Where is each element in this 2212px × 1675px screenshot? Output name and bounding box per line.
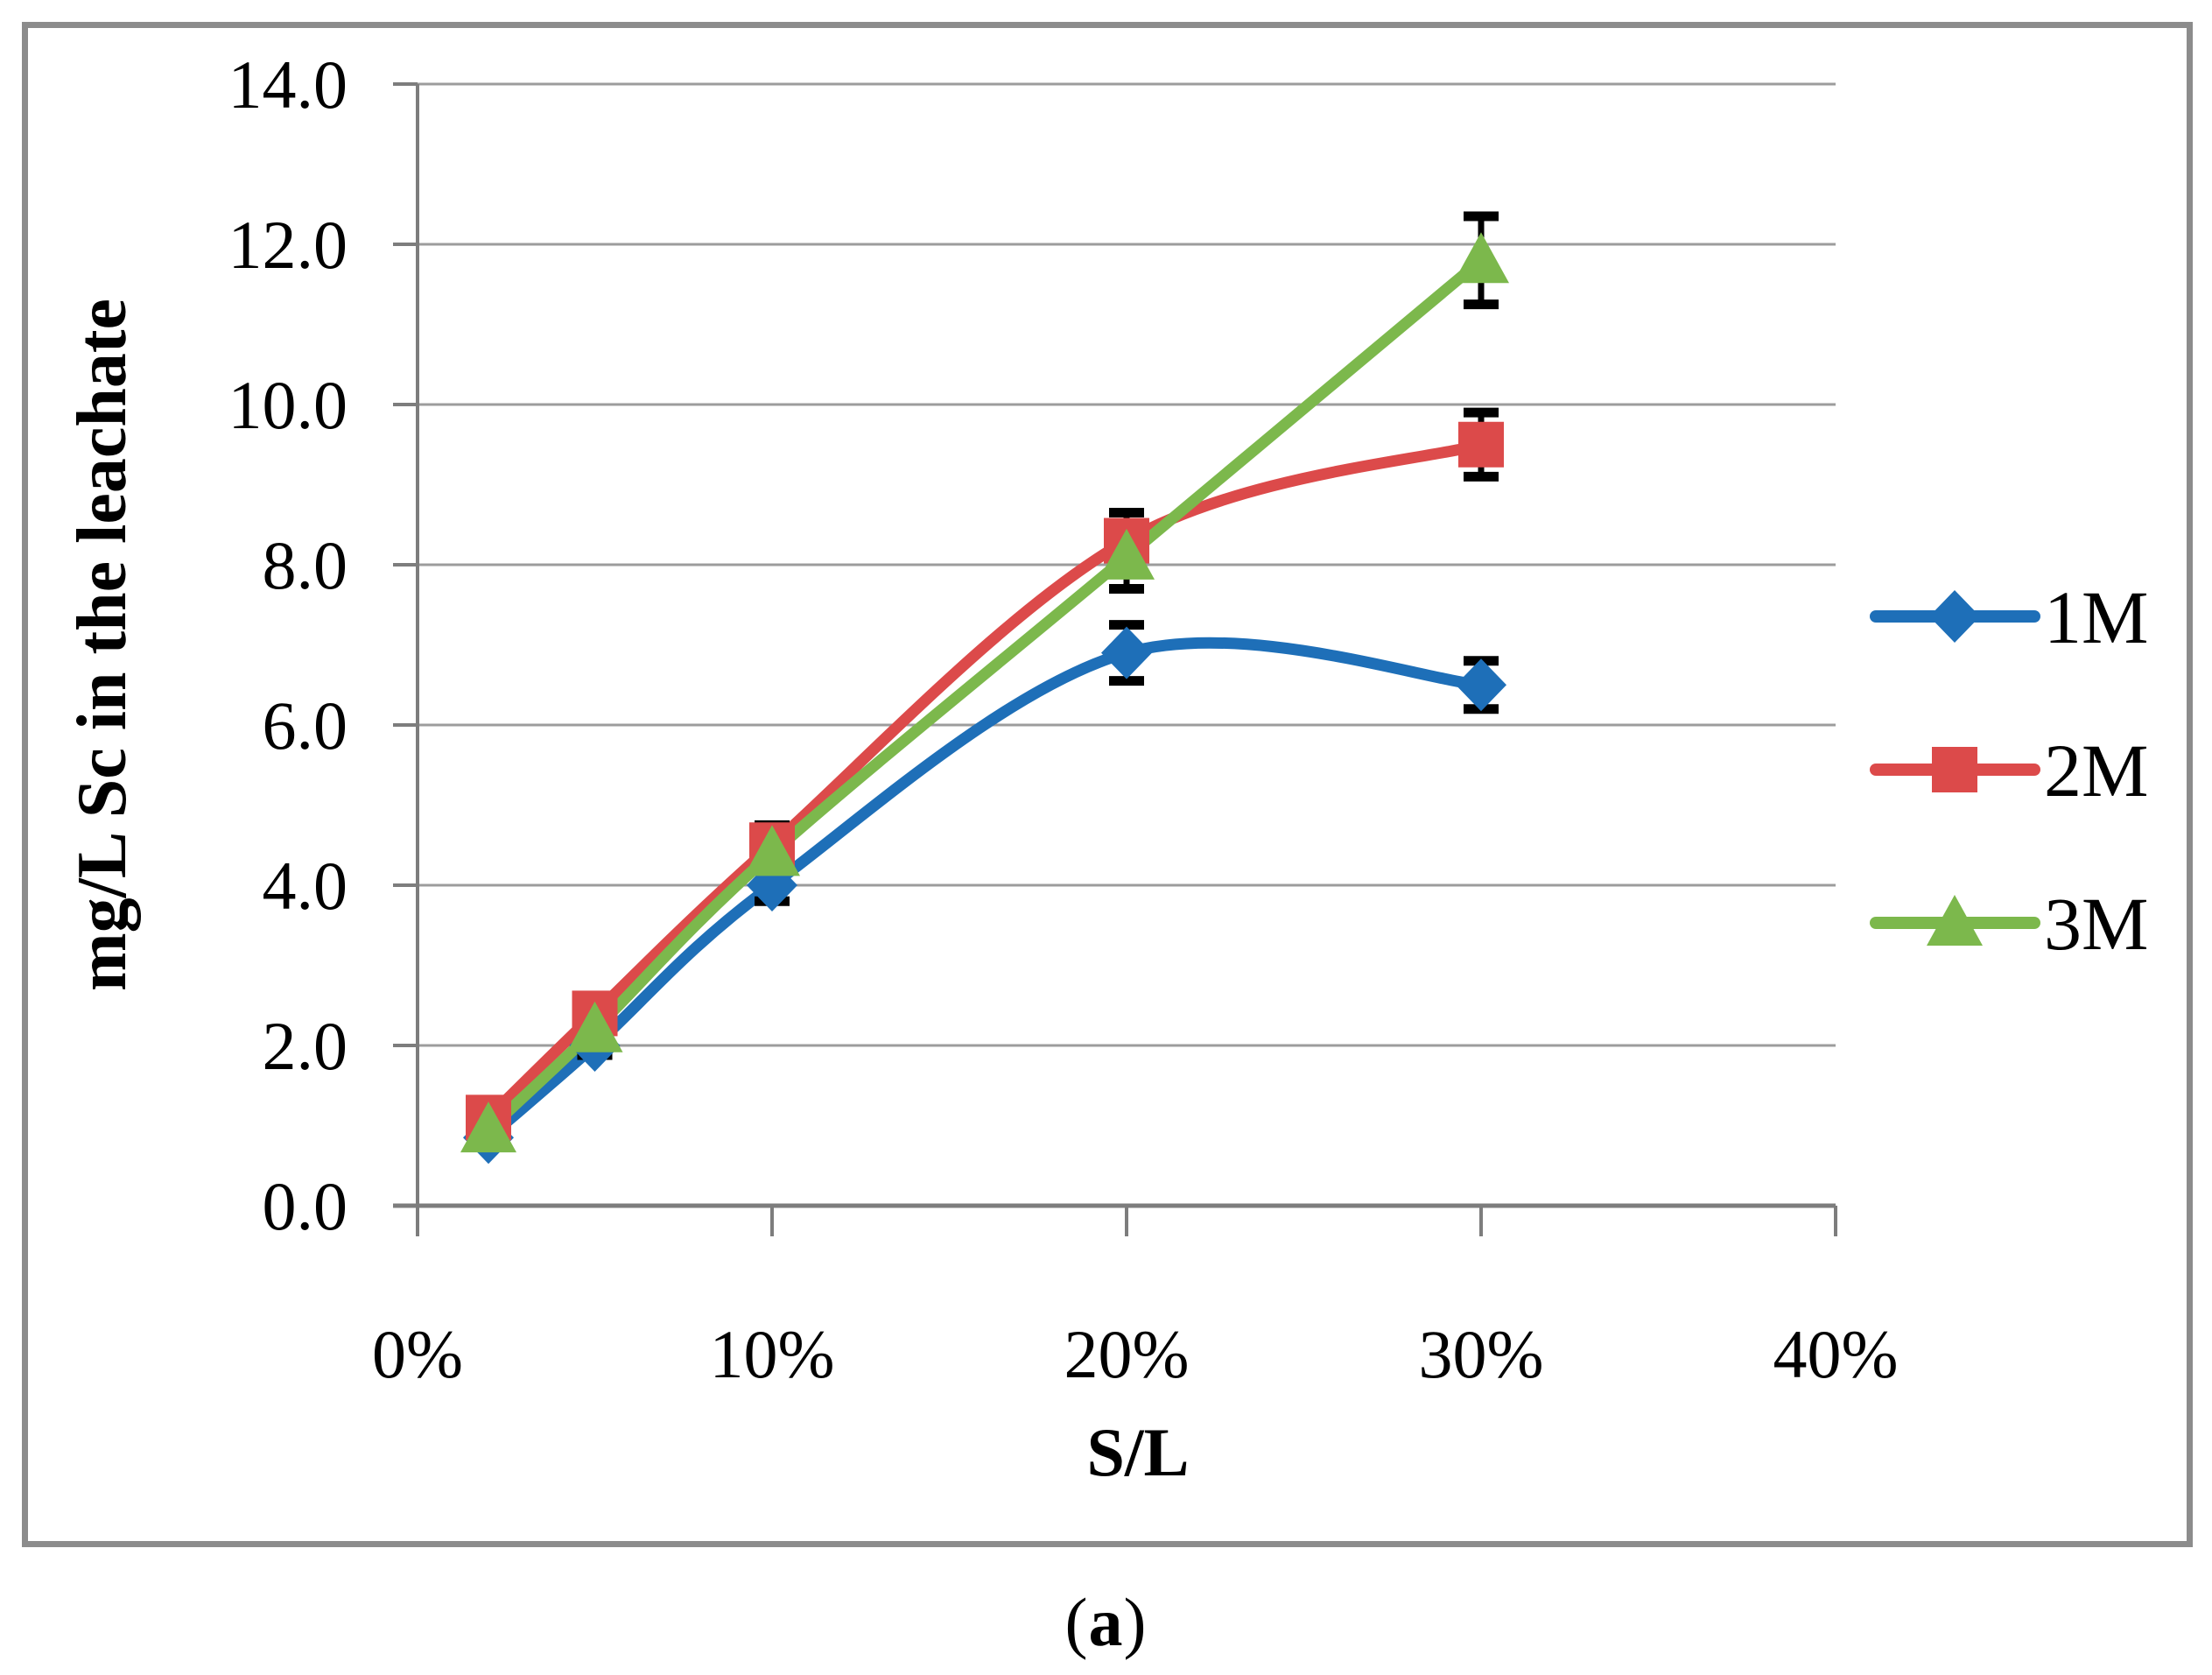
legend-label: 3M: [2044, 882, 2148, 966]
y-tick-label: 0.0: [263, 1168, 348, 1244]
legend-label: 1M: [2044, 575, 2148, 659]
legend-marker-diamond: [1929, 590, 1980, 643]
y-tick-label: 6.0: [263, 687, 348, 764]
x-tick-label: 40%: [1773, 1316, 1899, 1392]
y-tick-label: 2.0: [263, 1008, 348, 1084]
data-point-marker-2M: [1458, 421, 1504, 468]
data-point-marker-3M: [566, 1001, 623, 1052]
data-point-marker-3M: [744, 825, 800, 876]
x-tick-label: 0%: [372, 1316, 463, 1392]
x-tick-label: 20%: [1064, 1316, 1190, 1392]
data-point-marker-3M: [1453, 232, 1509, 284]
legend-marker-square: [1932, 747, 1977, 792]
data-point-marker-1M: [1456, 658, 1506, 712]
x-axis-title: S/L: [1086, 1414, 1189, 1490]
caption-close-paren: ): [1123, 1584, 1148, 1660]
figure-caption: (a): [0, 1583, 2212, 1662]
y-tick-label: 14.0: [228, 46, 348, 123]
series-line-2M: [482, 439, 1487, 1123]
figure-frame-border: [22, 22, 2193, 1547]
legend-marker-triangle: [1927, 895, 1983, 946]
data-point-marker-3M: [460, 1101, 516, 1153]
y-tick-label: 10.0: [228, 367, 348, 443]
series-line-1M: [482, 637, 1487, 1144]
x-tick-label: 30%: [1419, 1316, 1544, 1392]
data-point-marker-1M: [1101, 626, 1152, 679]
y-tick-label: 8.0: [263, 527, 348, 603]
caption-letter: a: [1088, 1584, 1124, 1660]
data-point-marker-3M: [1099, 528, 1155, 580]
legend-item-2M: 2M: [1870, 728, 2148, 813]
legend-item-1M: 1M: [1870, 575, 2148, 659]
y-tick-label: 4.0: [263, 848, 348, 924]
legend-label: 2M: [2044, 728, 2148, 813]
legend-item-3M: 3M: [1870, 882, 2148, 966]
y-axis-title: mg/L Sc in the leachate: [64, 299, 141, 991]
y-tick-label: 12.0: [228, 207, 348, 283]
leachate-line-chart: 0.0 2.0 4.0 6.0 8.0 10.0 12.0 14.0 0% 10% 20% 30% 40…: [22, 22, 2193, 1547]
x-tick-label: 10%: [710, 1316, 835, 1392]
caption-open-paren: (: [1064, 1584, 1089, 1660]
